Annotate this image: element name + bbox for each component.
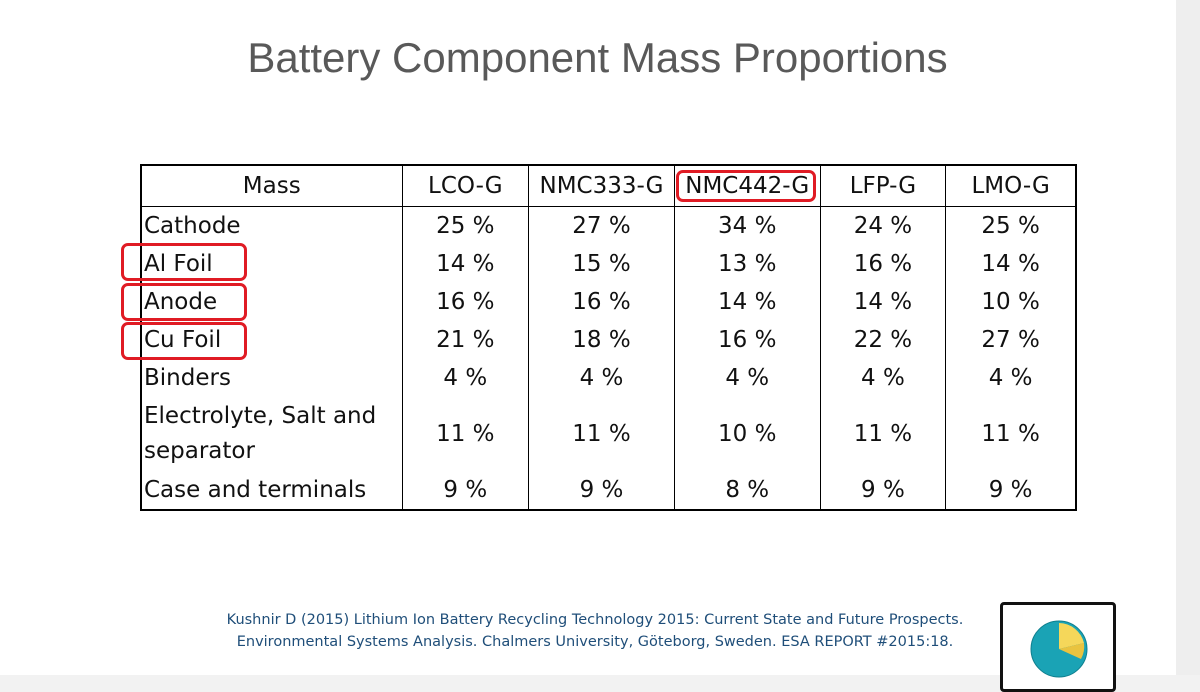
row-label: Binders	[144, 365, 231, 391]
table-cell: 9 %	[528, 471, 675, 510]
table-cell: 10 %	[945, 283, 1076, 321]
table-cell: 14 %	[945, 245, 1076, 283]
table-cell: 13 %	[673, 245, 821, 283]
table-cell: 16 %	[528, 283, 675, 321]
table-cell: 4 %	[673, 359, 821, 397]
logo	[1000, 602, 1116, 692]
table-cell: 11 %	[401, 397, 529, 471]
table-cell: 4 %	[401, 359, 529, 397]
header-lfp-g: LFP-G	[819, 165, 946, 207]
table-cell: 22 %	[819, 321, 946, 359]
table-cell: 16 %	[401, 283, 529, 321]
table-cell: 16 %	[819, 245, 946, 283]
table-cell: 8 %	[673, 471, 821, 510]
table-row: Electrolyte, Salt and separator 11 % 11 …	[141, 397, 1076, 471]
table-cell: 10 %	[673, 397, 821, 471]
table-cell: 11 %	[819, 397, 946, 471]
table-cell: 4 %	[945, 359, 1076, 397]
table-cell: 25 %	[945, 206, 1076, 245]
table-cell: 14 %	[673, 283, 821, 321]
table-cell: 9 %	[401, 471, 529, 510]
table-cell: 9 %	[819, 471, 946, 510]
slide-title: Battery Component Mass Proportions	[247, 34, 948, 81]
table-row: Anode 16 % 16 % 14 % 14 % 10 %	[141, 283, 1076, 321]
row-label: Electrolyte, Salt and separator	[144, 403, 377, 464]
table-cell: 15 %	[528, 245, 675, 283]
row-label: Cathode	[144, 213, 241, 239]
citation: Kushnir D (2015) Lithium Ion Battery Rec…	[170, 609, 1020, 653]
header-lmo-g: LMO-G	[945, 165, 1076, 207]
table-cell: 27 %	[945, 321, 1076, 359]
row-label: Cu Foil	[144, 327, 222, 353]
window-edge	[1176, 0, 1200, 675]
citation-line-1: Kushnir D (2015) Lithium Ion Battery Rec…	[226, 612, 964, 628]
table-row: Cathode 25 % 27 % 34 % 24 % 25 %	[141, 206, 1076, 245]
table-cell: 16 %	[673, 321, 821, 359]
table-cell: 14 %	[401, 245, 529, 283]
header-lco-g: LCO-G	[401, 165, 529, 207]
table-cell: 11 %	[945, 397, 1076, 471]
mass-proportions-table: Mass LCO-G NMC333-G NMC442-G LFP-G LMO-G…	[140, 164, 1077, 511]
table-cell: 4 %	[528, 359, 675, 397]
table-cell: 34 %	[673, 206, 821, 245]
table-cell: 21 %	[401, 321, 529, 359]
citation-line-2: Environmental Systems Analysis. Chalmers…	[236, 634, 954, 650]
highlight-box-al-foil	[121, 243, 247, 281]
table-cell: 14 %	[819, 283, 946, 321]
table-cell: 25 %	[401, 206, 529, 245]
table-row: Cu Foil 21 % 18 % 16 % 22 % 27 %	[141, 321, 1076, 359]
highlight-box-anode	[121, 283, 247, 321]
table-row: Case and terminals 9 % 9 % 8 % 9 % 9 %	[141, 471, 1076, 510]
table-cell: 24 %	[819, 206, 946, 245]
table-cell: 18 %	[528, 321, 675, 359]
highlight-box-nmc442-g	[676, 170, 816, 202]
table-header-row: Mass LCO-G NMC333-G NMC442-G LFP-G LMO-G	[141, 165, 1076, 207]
sphere-segment-icon	[1030, 620, 1088, 678]
table-cell: 27 %	[528, 206, 675, 245]
row-label: Al Foil	[144, 251, 213, 277]
header-mass: Mass	[141, 165, 402, 207]
table-cell: 11 %	[528, 397, 675, 471]
table-row: Binders 4 % 4 % 4 % 4 % 4 %	[141, 359, 1076, 397]
table-row: Al Foil 14 % 15 % 13 % 16 % 14 %	[141, 245, 1076, 283]
header-nmc333-g: NMC333-G	[528, 165, 675, 207]
table-cell: 9 %	[945, 471, 1076, 510]
highlight-box-cu-foil	[121, 322, 247, 360]
row-label: Case and terminals	[144, 477, 367, 503]
row-label: Anode	[144, 289, 218, 315]
table-cell: 4 %	[819, 359, 946, 397]
